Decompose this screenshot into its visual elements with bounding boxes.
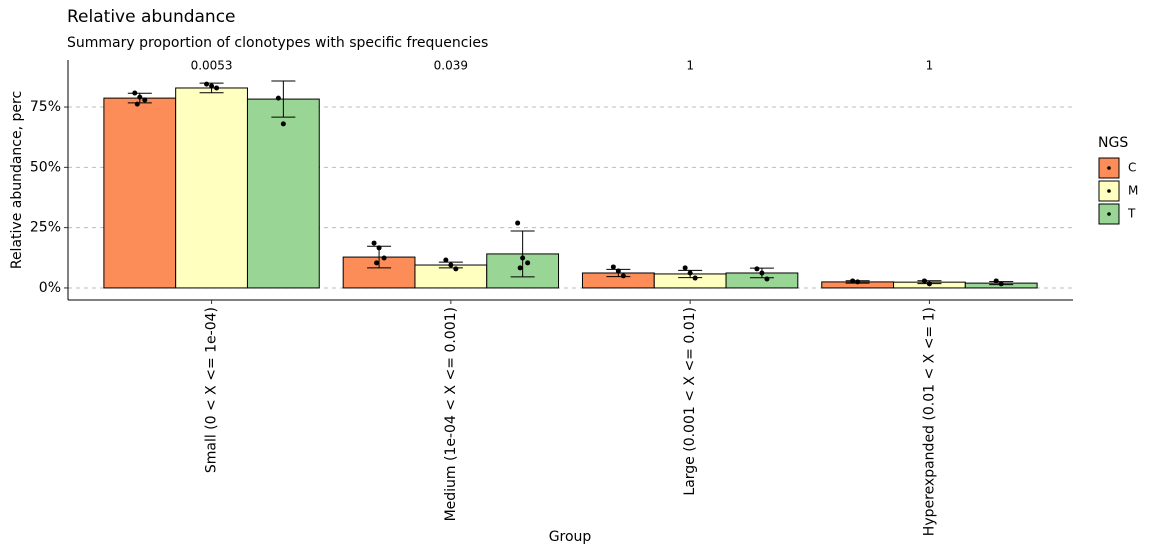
chart-title: Relative abundance (67, 7, 236, 27)
data-point (443, 257, 449, 263)
data-point (132, 90, 138, 96)
p-value: 0.0053 (191, 59, 233, 73)
data-point (692, 275, 698, 281)
data-point (374, 260, 380, 266)
bar (175, 87, 248, 289)
data-point (515, 220, 521, 226)
y-tick-label: 0% (39, 280, 61, 296)
data-point (850, 278, 856, 284)
x-axis-title: Group (549, 529, 592, 545)
data-point (754, 266, 760, 272)
p-value: 0.039 (434, 59, 468, 73)
data-point (620, 273, 626, 279)
data-point (615, 268, 621, 274)
bar (103, 97, 177, 289)
data-point (137, 94, 143, 100)
data-point (517, 265, 523, 271)
data-point (453, 266, 459, 272)
y-tick-label: 50% (30, 159, 61, 175)
data-point (855, 279, 861, 285)
data-point (448, 262, 454, 268)
x-tick-label: Medium (1e-04 < X <= 0.001) (443, 307, 459, 521)
error-bar (510, 230, 535, 278)
y-tick-label: 75% (30, 99, 61, 115)
p-value: 1 (926, 59, 934, 73)
data-point (209, 83, 215, 89)
legend-dot (1107, 166, 1111, 170)
p-value: 1 (686, 59, 694, 73)
x-tick-label: Hyperexpanded (0.01 < X <= 1) (921, 307, 937, 536)
data-point (921, 278, 927, 284)
x-tick-label: Large (0.001 < X <= 0.01) (682, 307, 698, 496)
data-point (520, 255, 526, 261)
x-tick-label: Small (0 < X <= 1e-04) (204, 307, 220, 473)
data-point (525, 260, 531, 266)
bar (414, 264, 488, 289)
data-point (275, 95, 281, 101)
data-point (214, 85, 220, 91)
data-point (993, 278, 999, 284)
legend-title: NGS (1098, 135, 1128, 151)
data-point (687, 270, 693, 276)
legend-label: T (1127, 207, 1136, 221)
y-axis-title: Relative abundance, perc (9, 91, 25, 269)
data-point (926, 281, 932, 287)
data-point (142, 97, 148, 103)
data-point (204, 81, 210, 87)
data-point (682, 265, 688, 271)
data-point (610, 264, 616, 270)
data-point (280, 121, 286, 127)
data-point (764, 276, 770, 282)
error-bar (271, 80, 296, 118)
legend-dot (1107, 212, 1111, 216)
legend-label: C (1128, 161, 1136, 175)
y-tick-label: 25% (30, 220, 61, 236)
data-point (376, 245, 382, 251)
data-point (759, 270, 765, 276)
legend-label: M (1128, 184, 1138, 198)
bar (246, 98, 320, 289)
data-point (371, 240, 377, 246)
legend-dot (1107, 189, 1111, 193)
chart-subtitle: Summary proportion of clonotypes with sp… (67, 35, 488, 51)
data-point (134, 101, 140, 107)
data-point (998, 281, 1004, 287)
data-point (381, 255, 387, 261)
